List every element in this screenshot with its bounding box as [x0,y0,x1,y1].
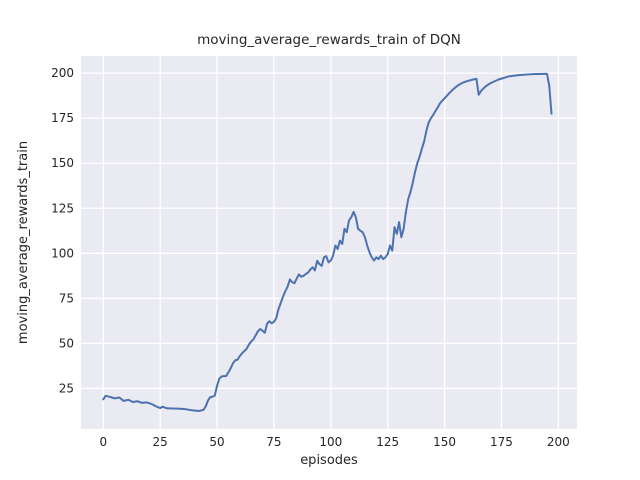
x-tick-label: 150 [433,435,456,449]
grid-layer [81,56,577,429]
y-tick-label: 100 [51,246,74,260]
x-tick-label: 175 [490,435,513,449]
line-layer [102,72,553,412]
x-tick-label: 0 [99,435,107,449]
x-tick-label: 50 [209,435,224,449]
x-tick-label: 100 [319,435,342,449]
y-tick-label: 175 [51,111,74,125]
chart-title: moving_average_rewards_train of DQN [197,32,461,48]
y-tick-label: 150 [51,156,74,170]
axes-background [81,56,577,429]
y-tick-label: 50 [59,336,74,350]
y-axis-label: moving_average_rewards_train [16,141,31,344]
x-tick-label: 75 [266,435,281,449]
y-tick-label: 200 [51,66,74,80]
x-tick-label: 25 [153,435,168,449]
x-tick-label: 125 [376,435,399,449]
y-tick-label: 125 [51,201,74,215]
x-tick-label: 200 [547,435,570,449]
y-tick-label: 75 [59,291,74,305]
reward-line [102,72,553,412]
x-axis-label: episodes [300,453,358,468]
tick-layer: 0 25 50 75 100 125 150 175 200 25 50 75 100 125 150 175… [51,66,570,449]
y-tick-label: 25 [59,381,74,395]
